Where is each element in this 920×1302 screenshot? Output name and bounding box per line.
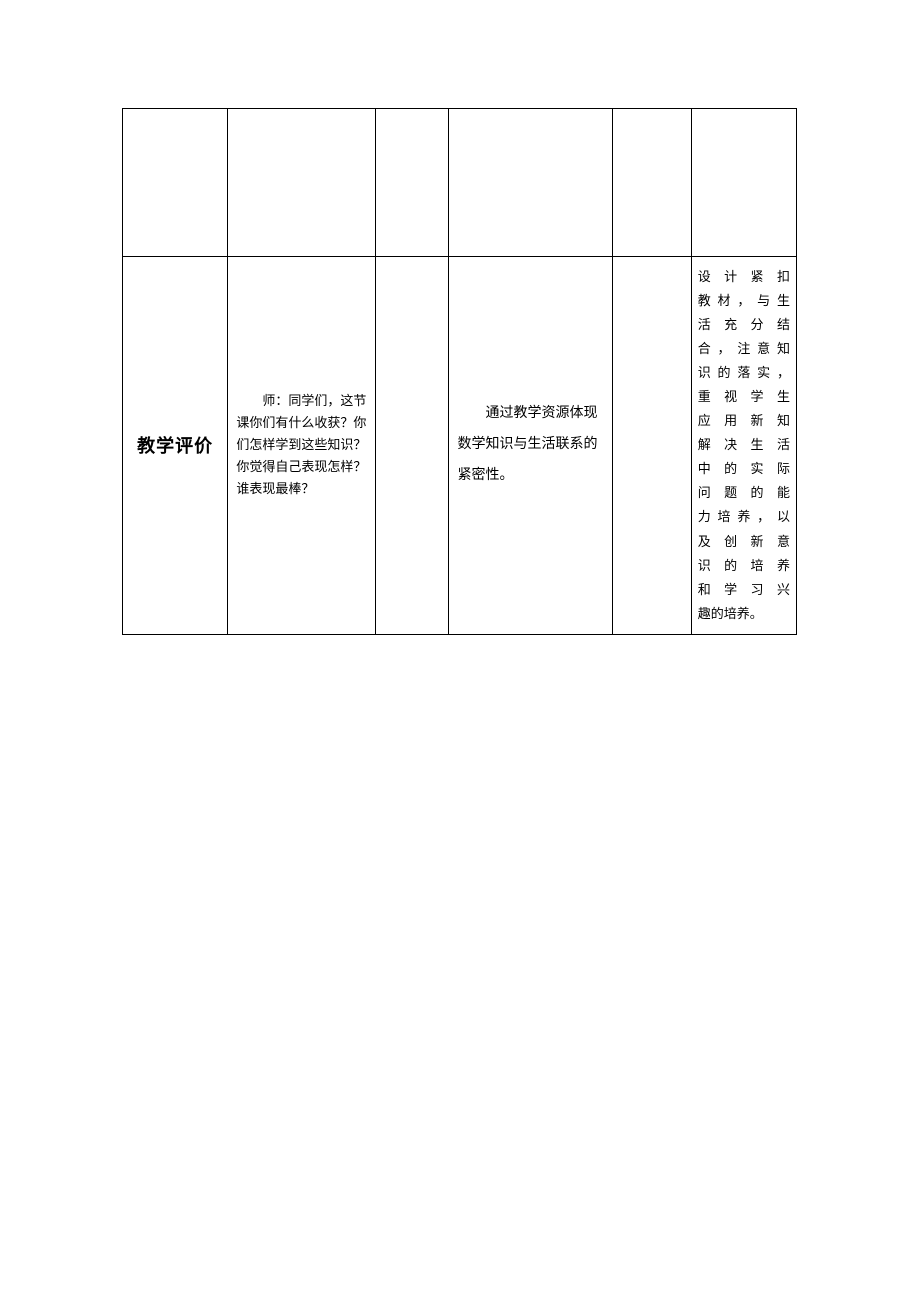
cell-r1-c3 <box>375 109 449 257</box>
col6-line: 识的培养 <box>698 558 790 573</box>
col6-line: 教材，与生 <box>698 293 790 308</box>
document-table-container: 教学评价 师：同学们，这节课你们有什么收获？你们怎样学到这些知识？你觉得自己表现… <box>122 108 797 635</box>
col6-line: 合，注意知 <box>698 341 790 356</box>
col6-line: 活充分结 <box>698 317 790 332</box>
lesson-plan-table: 教学评价 师：同学们，这节课你们有什么收获？你们怎样学到这些知识？你觉得自己表现… <box>122 108 797 635</box>
cell-teaching-resource: 通过教学资源体现数学知识与生活联系的紧密性。 <box>449 257 612 635</box>
cell-r1-c6 <box>691 109 796 257</box>
cell-r1-c5 <box>612 109 691 257</box>
table-row: 教学评价 师：同学们，这节课你们有什么收获？你们怎样学到这些知识？你觉得自己表现… <box>123 257 797 635</box>
col6-line: 问题的能 <box>698 485 790 500</box>
cell-section-header: 教学评价 <box>123 257 228 635</box>
col6-line: 和学习兴 <box>698 582 790 597</box>
table-row <box>123 109 797 257</box>
cell-design-notes: 设计紧扣 教材，与生 活充分结 合，注意知 识的落实， 重视学生 应用新知 解决… <box>691 257 796 635</box>
cell-r2-c5 <box>612 257 691 635</box>
col6-line: 力培养，以 <box>698 509 790 524</box>
col6-line: 解决生活 <box>698 437 790 452</box>
cell-r1-c1 <box>123 109 228 257</box>
col6-line: 应用新知 <box>698 413 790 428</box>
col6-last-line: 趣的培养。 <box>698 602 790 626</box>
col6-line: 及创新意 <box>698 534 790 549</box>
cell-r2-c3 <box>375 257 449 635</box>
cell-r1-c4 <box>449 109 612 257</box>
col6-line: 设计紧扣 <box>698 269 790 284</box>
cell-r1-c2 <box>228 109 375 257</box>
col6-line: 重视学生 <box>698 389 790 404</box>
col6-line: 识的落实， <box>698 365 790 380</box>
col6-line: 中的实际 <box>698 461 790 476</box>
cell-teacher-prompt: 师：同学们，这节课你们有什么收获？你们怎样学到这些知识？你觉得自己表现怎样？谁表… <box>228 257 375 635</box>
